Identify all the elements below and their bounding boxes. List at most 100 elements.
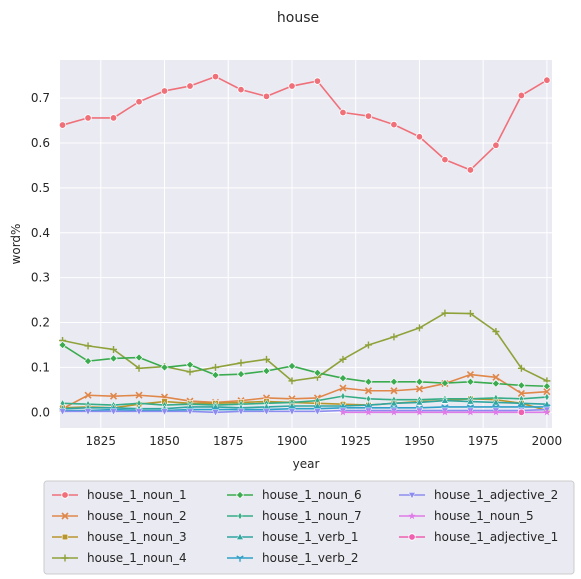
legend-item: house_1_noun_2 (52, 509, 187, 523)
legend: house_1_noun_1 house_1_noun_2 house_1_noun… (43, 480, 575, 575)
legend-item: house_1_adjective_1 (399, 530, 558, 544)
legend-marker (236, 555, 244, 562)
data-point (517, 91, 526, 100)
data-point (58, 408, 67, 416)
data-point (339, 355, 347, 363)
legend-marker (408, 512, 416, 520)
legend-marker (61, 554, 69, 562)
data-point (492, 328, 500, 336)
legend-item: house_1_verb_1 (227, 530, 359, 544)
legend-label: house_1_adjective_2 (434, 488, 558, 502)
data-point (262, 355, 270, 363)
data-point (135, 408, 143, 416)
series-house_1_adjective_2 (58, 406, 551, 417)
legend-marker (236, 532, 244, 540)
data-point (262, 366, 271, 376)
data-point (440, 379, 449, 388)
data-point (339, 408, 347, 416)
data-point (441, 408, 449, 416)
chart-title: house (277, 10, 319, 26)
data-point (364, 387, 373, 395)
x-ticks: 1825 1850 1875 1900 1925 1950 1975 2000 (86, 434, 563, 448)
data-point (262, 92, 271, 101)
data-point (135, 98, 143, 106)
legend-marker (408, 533, 416, 541)
legend-label: house_1_noun_1 (87, 488, 187, 502)
data-point (262, 408, 271, 416)
data-point (466, 377, 475, 386)
series-line (62, 344, 547, 388)
y-tick-label: 0.2 (31, 316, 50, 330)
data-point (58, 121, 67, 129)
legend-label: house_1_noun_4 (87, 551, 187, 565)
data-point (237, 359, 245, 367)
series-line (62, 408, 547, 414)
data-point (364, 408, 373, 416)
series-line (62, 406, 547, 412)
data-point (517, 364, 525, 372)
legend-item: house_1_adjective_2 (399, 488, 558, 502)
series-house_1_adjective_1 (517, 408, 526, 416)
data-point (212, 363, 220, 371)
data-point (390, 333, 398, 341)
data-point (364, 341, 372, 349)
data-point (211, 371, 220, 380)
y-tick-label: 0.1 (31, 360, 50, 374)
legend-label: house_1_noun_2 (87, 509, 187, 523)
data-point (160, 87, 169, 95)
data-point (135, 353, 144, 362)
data-point (466, 408, 475, 416)
data-point (236, 370, 246, 379)
legend-marker (237, 511, 243, 521)
legend-marker (61, 491, 69, 499)
data-point (109, 392, 118, 400)
x-tick-label: 1875 (213, 434, 244, 448)
legend-label: house_1_verb_1 (262, 530, 359, 544)
data-point (390, 387, 398, 395)
data-point (466, 166, 475, 174)
data-point (109, 408, 118, 416)
data-point (287, 362, 297, 371)
data-point (492, 408, 500, 416)
data-point (364, 112, 373, 120)
series-line (62, 312, 548, 382)
series-line (62, 399, 547, 410)
data-point (84, 114, 92, 122)
x-tick-label: 1850 (149, 434, 180, 448)
data-point (338, 374, 347, 383)
data-point (186, 368, 194, 376)
legend-item: house_1_verb_2 (227, 551, 359, 565)
data-point (109, 354, 118, 363)
legend-item: house_1_noun_3 (52, 530, 187, 544)
data-point (415, 133, 424, 141)
data-point (364, 377, 373, 386)
x-tick-label: 1900 (277, 434, 308, 448)
data-point (288, 408, 296, 416)
legend-item: house_1_noun_4 (52, 551, 187, 565)
y-tick-label: 0.0 (31, 405, 50, 419)
data-point (339, 108, 347, 117)
data-point (135, 391, 143, 399)
legend-item: house_1_noun_1 (52, 488, 187, 502)
legend-label: house_1_noun_5 (434, 509, 534, 523)
legend-label: house_1_noun_7 (262, 509, 362, 523)
data-point (415, 398, 424, 406)
series-house_1_noun_6 (58, 340, 551, 391)
data-point (492, 373, 500, 381)
legend-item: house_1_noun_6 (227, 488, 362, 502)
legend-item: house_1_noun_5 (399, 509, 534, 523)
data-point (466, 310, 474, 318)
x-axis-label: year (293, 457, 320, 471)
data-point (84, 357, 93, 366)
data-point (415, 408, 424, 416)
data-point (185, 360, 195, 369)
series-line (62, 395, 547, 406)
legend-marker (408, 492, 416, 500)
data-point (135, 364, 143, 372)
data-point (186, 82, 194, 90)
legend-item: house_1_noun_7 (227, 509, 362, 523)
data-point (160, 363, 169, 372)
data-point (492, 398, 500, 406)
data-point (466, 371, 474, 379)
data-point (441, 309, 449, 317)
